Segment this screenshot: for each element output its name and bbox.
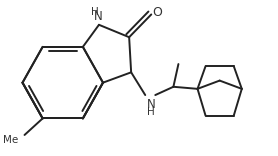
- Text: N: N: [94, 10, 102, 23]
- Text: N: N: [147, 98, 156, 111]
- Text: H: H: [91, 7, 99, 17]
- Text: Me: Me: [3, 135, 19, 145]
- Text: O: O: [152, 6, 162, 19]
- Text: H: H: [147, 107, 155, 117]
